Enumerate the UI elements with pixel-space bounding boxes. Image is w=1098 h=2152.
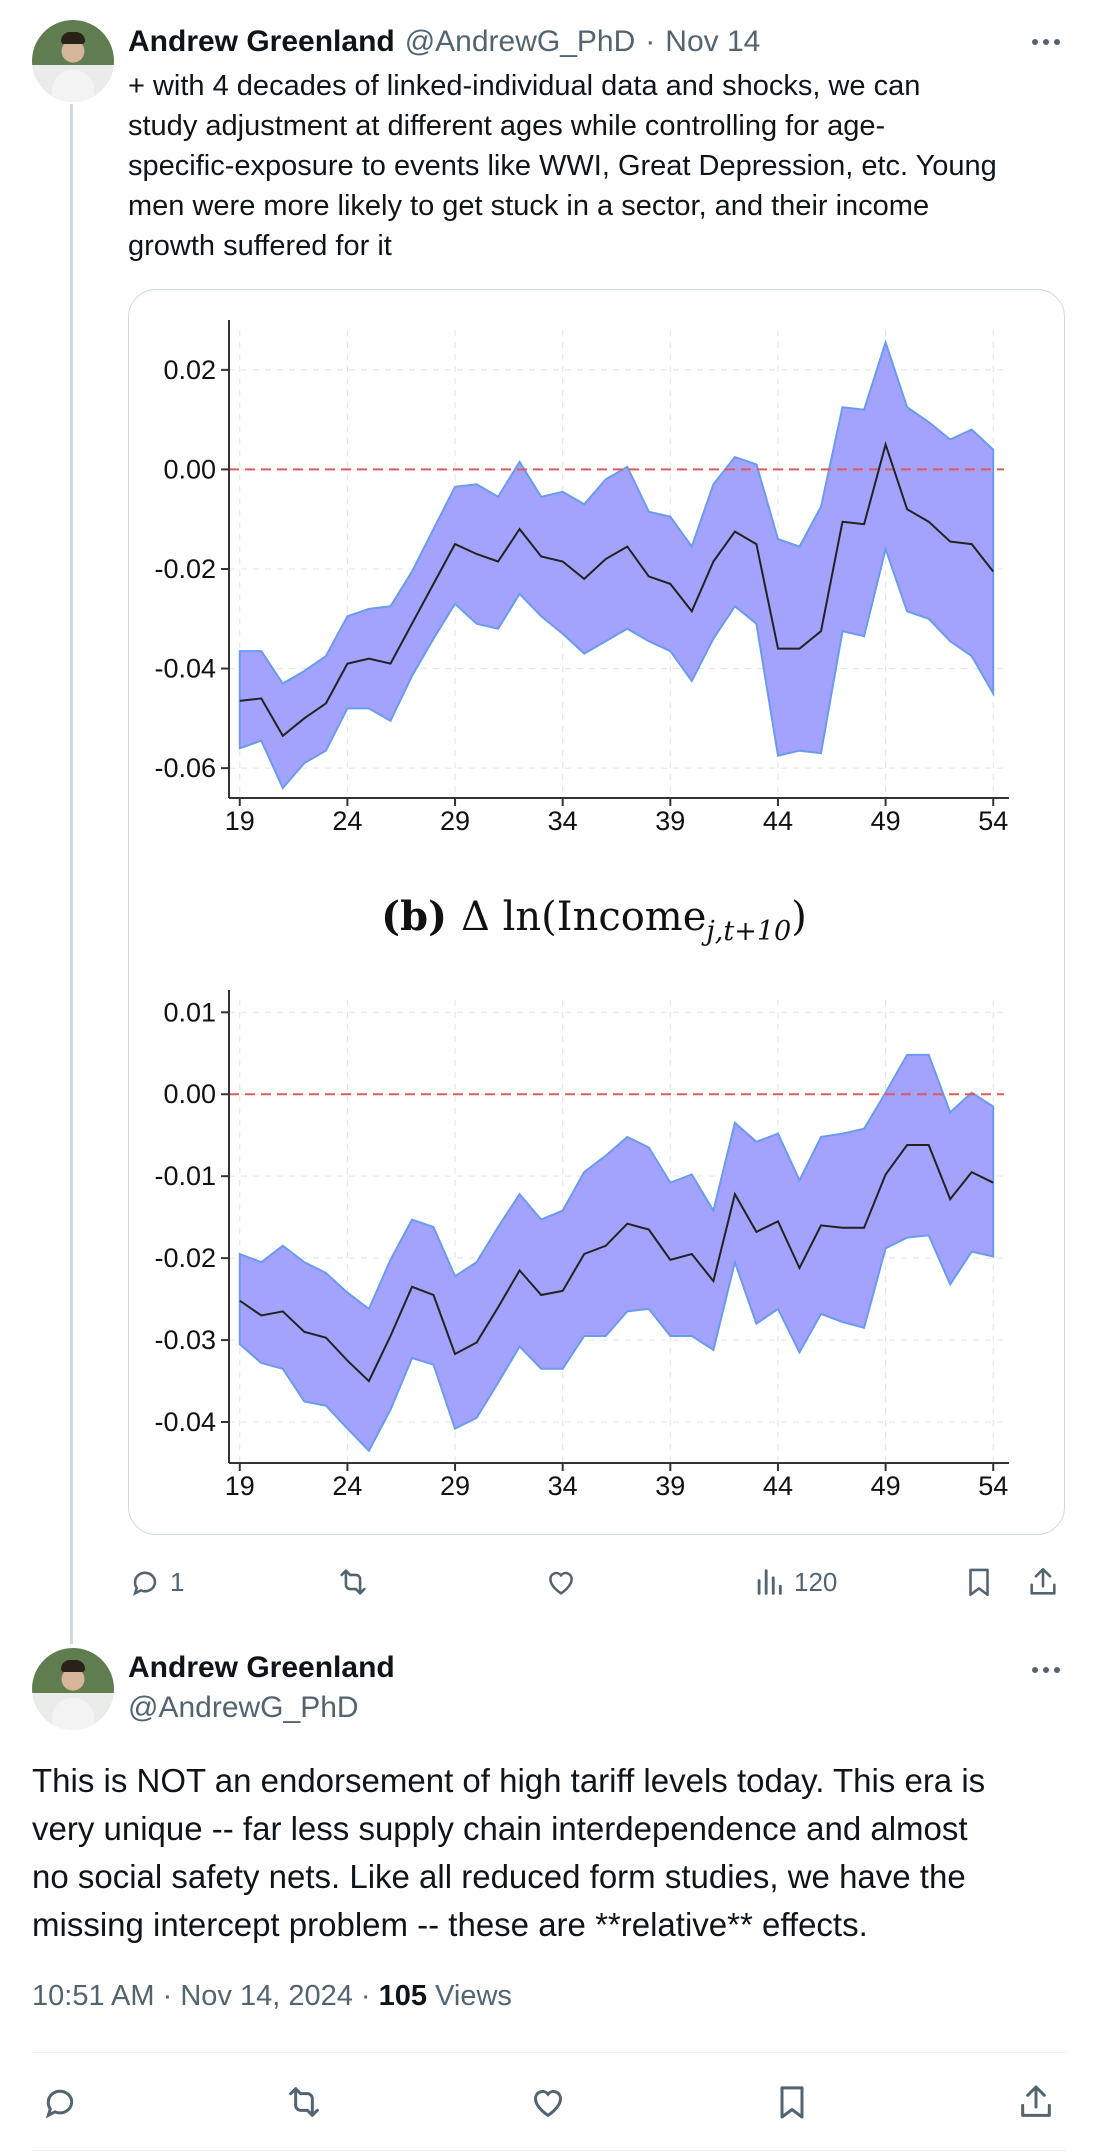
views-button[interactable]: 120 <box>752 1560 837 1604</box>
retweet-button[interactable] <box>336 1560 370 1604</box>
x-tick-label: 29 <box>440 1471 470 1501</box>
divider <box>32 2150 1066 2151</box>
x-tick-label: 19 <box>225 806 255 836</box>
tweet-text: This is NOT an endorsement of high tarif… <box>32 1757 1072 1949</box>
avatar-shirt <box>52 70 94 102</box>
tweet-text-line: growth suffered for it <box>128 230 392 262</box>
dot-separator: · <box>645 25 656 58</box>
y-tick-label: 0.00 <box>163 1079 216 1109</box>
tweet-full-date[interactable]: Nov 14, 2024 <box>180 1980 353 2012</box>
like-button[interactable] <box>528 2080 568 2124</box>
tweet-text-line: + with 4 decades of linked-individual da… <box>128 70 921 102</box>
confidence-band <box>238 1053 995 1453</box>
y-tick-label: 0.00 <box>163 454 216 484</box>
avatar-hair <box>61 32 85 44</box>
tweet-header: Andrew Greenland @AndrewG_PhD · Nov 14 <box>128 22 760 62</box>
retweet-button[interactable] <box>284 2080 324 2124</box>
y-tick-label: -0.03 <box>154 1325 216 1355</box>
tweet-text-line: men were more likely to get stuck in a s… <box>128 190 930 222</box>
x-tick-label: 24 <box>332 806 362 836</box>
x-tick-label: 44 <box>763 1471 793 1501</box>
x-tick-label: 39 <box>655 806 685 836</box>
dot-separator: · <box>162 1980 173 2012</box>
tweet-text-line: This is NOT an endorsement of high tarif… <box>32 1762 986 1799</box>
views-count: 105 <box>378 1980 428 2012</box>
thread-connector-line <box>70 104 73 1644</box>
share-icon <box>1030 1567 1056 1595</box>
divider <box>32 2052 1066 2053</box>
x-tick-label: 34 <box>548 1471 578 1501</box>
share-button[interactable] <box>1026 1560 1060 1604</box>
tweet-text: + with 4 decades of linked-individual da… <box>128 66 1068 266</box>
media-image[interactable]: -0.06 -0.04 -0.02 0.00 0.02 19 24 29 34 39 44 49 54 … <box>128 289 1065 1535</box>
share-button[interactable] <box>1016 2080 1056 2124</box>
like-button[interactable] <box>544 1560 578 1604</box>
chart-b-title: (b) Δ ln(Incomej,t+10) <box>381 893 807 947</box>
x-tick-label: 44 <box>763 806 793 836</box>
x-tick-label: 29 <box>440 806 470 836</box>
tweet-text-line: missing intercept problem -- these are *… <box>32 1906 868 1943</box>
tweet-text-line: very unique -- far less supply chain int… <box>32 1810 968 1847</box>
x-tick-label: 24 <box>332 1471 362 1501</box>
chart-b: -0.04 -0.03 -0.02 -0.01 0.00 0.01 19 24 29 34 39 44… <box>154 990 1009 1501</box>
x-tick-label: 39 <box>655 1471 685 1501</box>
more-icon[interactable] <box>1026 1660 1066 1680</box>
author-name[interactable]: Andrew Greenland <box>128 1651 395 1684</box>
dot-separator: · <box>360 1980 371 2012</box>
reply-icon <box>132 1571 157 1596</box>
views-icon <box>757 1569 782 1595</box>
retweet-icon <box>289 2087 319 2117</box>
x-tick-label: 49 <box>871 1471 901 1501</box>
avatar-shirt <box>52 1698 94 1730</box>
avatar[interactable] <box>32 1648 114 1730</box>
author-handle[interactable]: @AndrewG_PhD <box>404 25 636 58</box>
x-tick-label: 19 <box>225 1471 255 1501</box>
author-handle[interactable]: @AndrewG_PhD <box>128 1691 359 1724</box>
tweet-header: Andrew Greenland @AndrewG_PhD <box>128 1648 395 1728</box>
tweet-meta: 10:51 AM · Nov 14, 2024 · 105 Views <box>32 1980 512 2013</box>
reply-icon <box>45 2089 74 2119</box>
tweet-actions: 1 120 <box>128 1560 1068 1604</box>
x-tick-label: 54 <box>978 806 1008 836</box>
more-icon[interactable] <box>1026 32 1066 52</box>
y-tick-label: -0.04 <box>154 1407 216 1437</box>
y-tick-label: -0.02 <box>154 554 216 584</box>
views-label: Views <box>435 1980 512 2012</box>
retweet-icon <box>340 1569 366 1595</box>
chart-a: -0.06 -0.04 -0.02 0.00 0.02 19 24 29 34 39 44 49 54 <box>154 320 1009 836</box>
reply-button[interactable] <box>40 2080 80 2124</box>
y-tick-label: -0.06 <box>154 753 216 783</box>
confidence-band <box>238 339 995 790</box>
bookmark-button[interactable] <box>772 2080 812 2124</box>
like-icon <box>534 2090 562 2118</box>
bookmark-button[interactable] <box>962 1560 996 1604</box>
tweet-text-line: no social safety nets. Like all reduced … <box>32 1858 966 1895</box>
author-name[interactable]: Andrew Greenland <box>128 25 395 58</box>
y-tick-label: 0.02 <box>163 355 216 385</box>
tweet-actions <box>32 2080 1066 2128</box>
estimate-line <box>239 1144 994 1383</box>
x-tick-label: 54 <box>978 1471 1008 1501</box>
tweet-text-line: study adjustment at different ages while… <box>128 110 886 142</box>
tweet-time[interactable]: 10:51 AM <box>32 1980 155 2012</box>
estimate-line <box>239 441 994 738</box>
y-tick-label: -0.04 <box>154 654 216 684</box>
views-count: 120 <box>794 1566 838 1597</box>
like-icon <box>549 1571 573 1595</box>
avatar[interactable] <box>32 20 114 102</box>
bookmark-icon <box>969 1568 989 1597</box>
tweet-date[interactable]: Nov 14 <box>665 25 761 58</box>
x-tick-label: 34 <box>548 806 578 836</box>
reply-button[interactable]: 1 <box>128 1560 184 1604</box>
share-icon <box>1021 2085 1051 2117</box>
y-tick-label: 0.01 <box>163 997 216 1027</box>
bookmark-icon <box>780 2086 804 2119</box>
x-tick-label: 49 <box>871 806 901 836</box>
y-tick-label: -0.01 <box>154 1161 216 1191</box>
y-tick-label: -0.02 <box>154 1243 216 1273</box>
reply-count: 1 <box>170 1566 185 1597</box>
avatar-hair <box>61 1660 85 1672</box>
tweet-text-line: specific-exposure to events like WWI, Gr… <box>128 150 997 182</box>
